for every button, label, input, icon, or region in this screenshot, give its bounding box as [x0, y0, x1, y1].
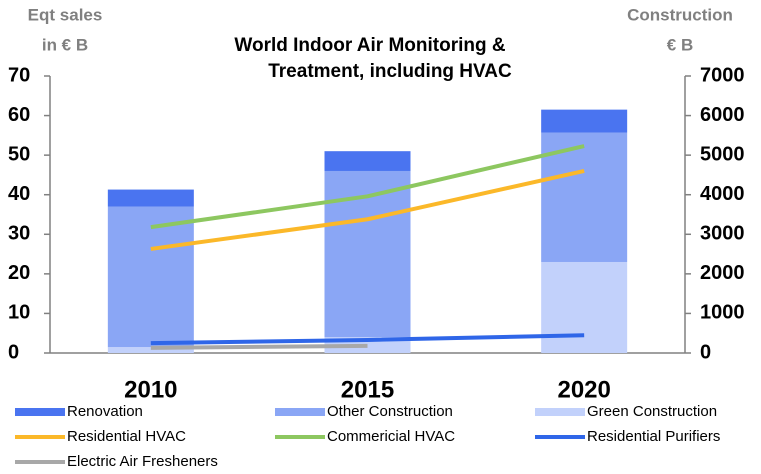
- legend-label: Other Construction: [327, 403, 453, 420]
- y-tick-label: 10: [8, 302, 30, 324]
- legend-swatch: [275, 408, 325, 416]
- y2-tick-label: 5000: [700, 143, 745, 165]
- y-tick-label: 20: [8, 262, 30, 284]
- y-tick-label: 40: [8, 183, 30, 205]
- y2-tick-label: 6000: [700, 104, 745, 126]
- x-tick-label: 2020: [557, 376, 610, 403]
- line-series: [150, 343, 368, 350]
- y-axis-label: in € B: [42, 35, 88, 54]
- bar-segment: [107, 347, 194, 353]
- legend-label: Renovation: [67, 403, 143, 420]
- bar-segment: [107, 189, 194, 207]
- y-tick-label: 30: [8, 223, 30, 245]
- y-tick-label: 0: [8, 341, 19, 363]
- chart-title: World Indoor Air Monitoring &: [234, 35, 506, 56]
- legend-label: Green Construction: [587, 403, 717, 420]
- y2-axis-label: € B: [667, 35, 693, 54]
- y2-tick-label: 2000: [700, 262, 745, 284]
- y2-tick-label: 0: [700, 341, 711, 363]
- y2-tick-label: 7000: [700, 64, 745, 86]
- line-series: [150, 333, 585, 346]
- bar-segment: [107, 206, 194, 348]
- line-series: [150, 144, 585, 230]
- y-tick-label: 50: [8, 143, 30, 165]
- legend-label: Residential HVAC: [67, 428, 186, 445]
- legend-label: Commericial HVAC: [327, 428, 455, 445]
- x-tick-label: 2010: [124, 376, 177, 403]
- y2-tick-label: 4000: [700, 183, 745, 205]
- y-tick-label: 60: [8, 104, 30, 126]
- line-series: [150, 169, 585, 251]
- y2-tick-label: 1000: [700, 302, 745, 324]
- chart-title: Treatment, including HVAC: [268, 61, 512, 82]
- y-axis-label: Eqt sales: [28, 5, 103, 24]
- legend-label: Residential Purifiers: [587, 428, 720, 445]
- bar-segment: [541, 261, 628, 353]
- y2-axis-label: Construction: [627, 5, 733, 24]
- x-tick-label: 2015: [341, 376, 394, 403]
- legend-swatch: [535, 408, 585, 416]
- bar-segment: [541, 109, 628, 133]
- y2-tick-label: 3000: [700, 223, 745, 245]
- y-tick-label: 70: [8, 64, 30, 86]
- bar-segment: [324, 151, 411, 171]
- legend-swatch: [15, 408, 65, 416]
- legend-label: Electric Air Fresheners: [67, 453, 218, 470]
